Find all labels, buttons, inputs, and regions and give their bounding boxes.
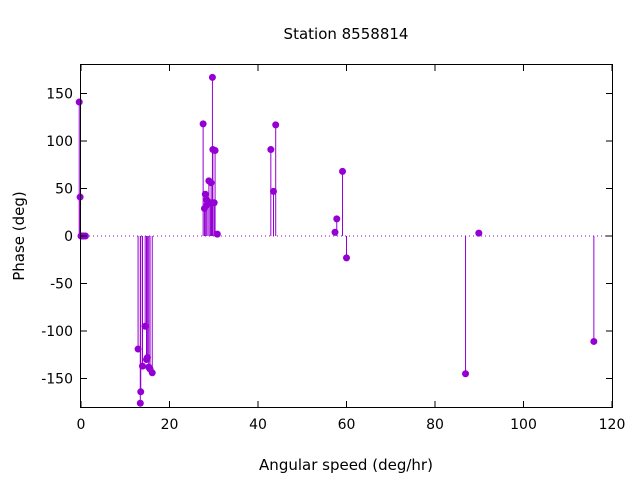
data-point (269, 187, 277, 195)
data-point (141, 322, 149, 330)
y-tick-label: 100 (46, 134, 73, 150)
data-point (211, 147, 219, 154)
y-axis-title: Phase (deg) (10, 191, 28, 281)
data-point (143, 354, 151, 362)
x-tick-label: 80 (426, 417, 444, 433)
y-tick-label: 50 (55, 182, 73, 198)
data-point (343, 254, 350, 262)
data-point (134, 345, 142, 353)
x-tick-label: 60 (338, 417, 356, 433)
x-axis-title: Angular speed (deg/hr) (259, 456, 433, 474)
x-tick-label: 40 (249, 417, 267, 433)
data-point (331, 228, 339, 236)
data-point (462, 370, 470, 378)
impulse-layer (78, 77, 595, 404)
y-tick-label: 150 (46, 87, 73, 103)
point-layer (75, 73, 598, 407)
data-point (210, 199, 218, 207)
x-tick-label: 100 (510, 417, 537, 433)
data-point (199, 120, 207, 128)
data-point (207, 179, 215, 187)
y-tick-label: -100 (41, 324, 73, 340)
data-point (475, 229, 483, 237)
data-point (75, 98, 83, 106)
data-point (590, 337, 598, 345)
x-tick-label: 20 (161, 417, 179, 433)
y-tick-label: -150 (41, 372, 73, 388)
data-point (148, 369, 156, 377)
x-tick-label: 120 (599, 417, 626, 433)
data-point (267, 146, 275, 154)
data-point (208, 73, 216, 81)
y-tick-label: -50 (50, 277, 73, 293)
data-point (339, 167, 347, 175)
x-axis-ticks: 0 20 40 60 80 100 120 (77, 65, 626, 433)
plot-frame (80, 64, 613, 408)
data-point (201, 190, 209, 198)
y-tick-label: 0 (64, 229, 73, 245)
data-point (137, 388, 145, 396)
data-point (333, 215, 341, 223)
data-point (213, 230, 221, 238)
data-point (136, 399, 144, 407)
chart-title: Station 8558814 (284, 25, 409, 43)
x-tick-label: 0 (77, 417, 86, 433)
data-point (139, 362, 147, 370)
data-point (272, 121, 280, 129)
y-axis-ticks: -150 -100 -50 0 50 100 150 (41, 87, 612, 388)
